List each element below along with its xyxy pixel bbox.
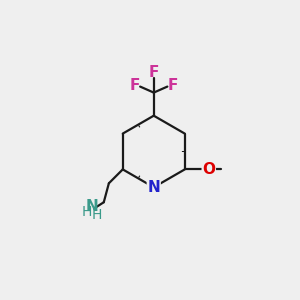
Text: O: O — [202, 162, 215, 177]
Text: H: H — [92, 208, 102, 222]
Text: N: N — [85, 199, 98, 214]
Text: F: F — [148, 65, 159, 80]
Text: H: H — [82, 206, 92, 219]
Text: F: F — [130, 78, 140, 93]
Text: N: N — [147, 180, 160, 195]
Text: F: F — [167, 78, 178, 93]
